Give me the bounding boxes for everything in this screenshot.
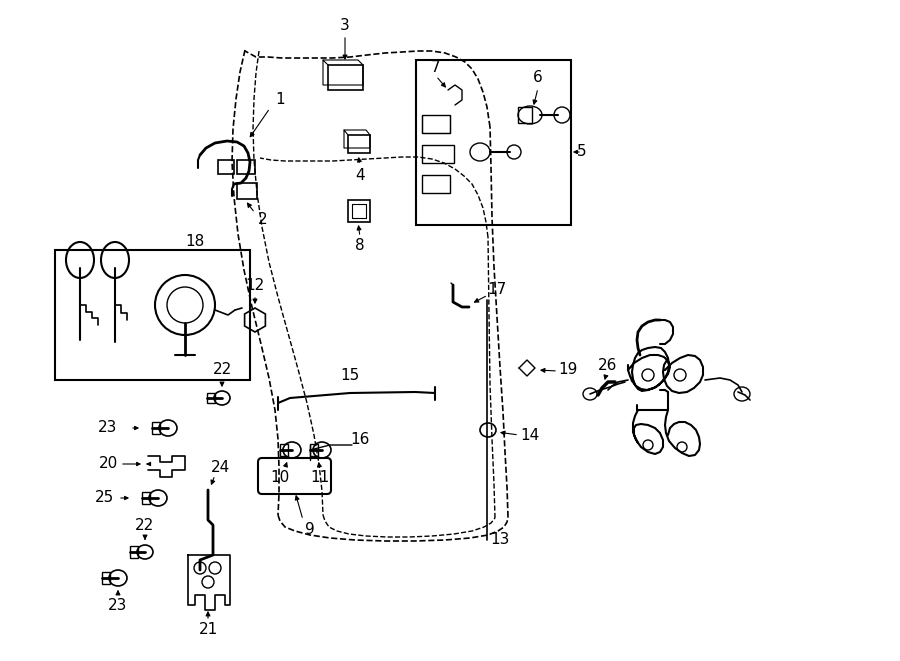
Bar (518, 107, 532, 123)
Text: 22: 22 (212, 362, 231, 377)
Text: 2: 2 (258, 212, 268, 227)
Bar (280, 444, 288, 456)
Text: 7: 7 (431, 61, 441, 75)
Text: 10: 10 (270, 469, 290, 485)
Text: 21: 21 (198, 623, 218, 637)
Text: 9: 9 (305, 522, 315, 537)
Text: 12: 12 (246, 278, 265, 293)
Bar (207, 393, 215, 403)
Text: 15: 15 (340, 368, 360, 383)
Text: 16: 16 (350, 432, 370, 447)
Text: 26: 26 (598, 358, 617, 373)
Text: 18: 18 (185, 235, 204, 249)
Text: 8: 8 (356, 237, 364, 253)
Bar (152, 422, 160, 434)
Bar (218, 160, 234, 174)
Text: 13: 13 (491, 533, 509, 547)
Text: 6: 6 (533, 69, 543, 85)
Bar (237, 183, 257, 199)
Bar (328, 65, 363, 90)
Bar (55, 250, 250, 380)
Bar (348, 200, 370, 222)
Bar (102, 572, 110, 584)
Text: 24: 24 (211, 459, 230, 475)
Bar (237, 160, 255, 174)
Text: 3: 3 (340, 17, 350, 32)
Text: 19: 19 (558, 362, 578, 377)
Text: 4: 4 (356, 167, 364, 182)
Text: 25: 25 (95, 490, 114, 506)
Text: 23: 23 (108, 598, 128, 613)
Bar (310, 444, 318, 456)
Text: 5: 5 (577, 145, 587, 159)
Bar (422, 115, 450, 133)
Text: 11: 11 (310, 471, 329, 485)
Text: 17: 17 (488, 282, 507, 297)
Bar (422, 145, 454, 163)
Text: 20: 20 (98, 457, 118, 471)
Text: 23: 23 (98, 420, 118, 436)
Bar (348, 135, 370, 153)
Text: 1: 1 (275, 93, 284, 108)
Bar (142, 492, 150, 504)
Bar (130, 546, 138, 558)
Text: 22: 22 (135, 518, 155, 533)
Bar (416, 60, 571, 225)
Text: 14: 14 (520, 428, 540, 442)
Bar (422, 175, 450, 193)
